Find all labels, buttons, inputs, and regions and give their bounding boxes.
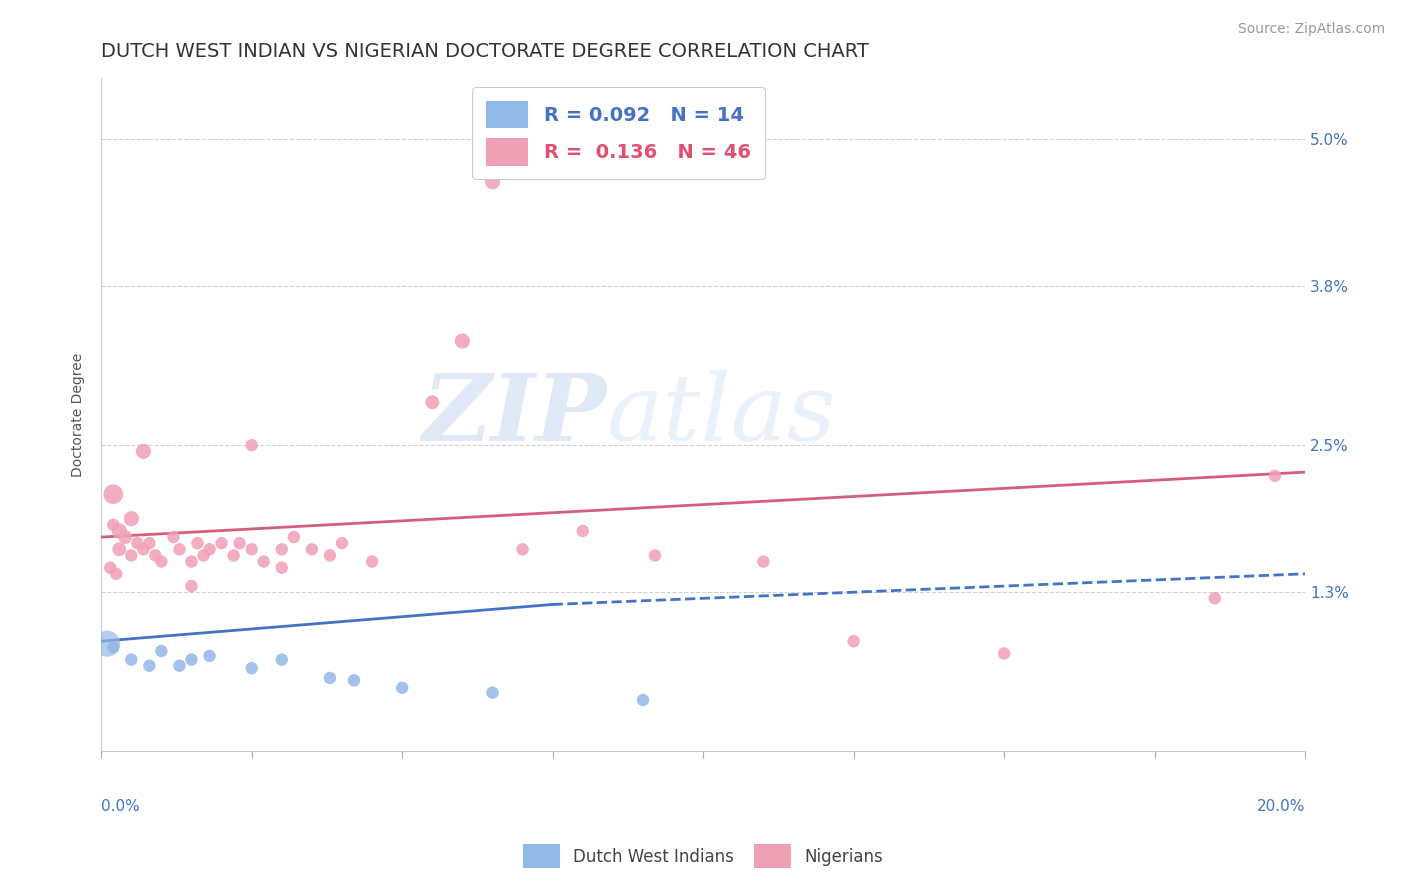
Point xyxy=(330,536,353,550)
Point xyxy=(319,671,342,685)
Point xyxy=(451,334,474,348)
Point xyxy=(842,634,865,648)
Point xyxy=(283,530,305,544)
Point xyxy=(98,560,121,574)
Text: atlas: atlas xyxy=(607,369,837,459)
Point xyxy=(169,542,191,557)
Point xyxy=(481,686,503,700)
Point xyxy=(1204,591,1226,606)
Point xyxy=(571,524,593,538)
Point xyxy=(391,681,413,695)
Point xyxy=(150,644,173,658)
Point xyxy=(114,530,136,544)
Point xyxy=(270,542,292,557)
Point xyxy=(644,549,666,563)
Point xyxy=(108,542,131,557)
Text: ZIP: ZIP xyxy=(423,369,607,459)
Point xyxy=(162,530,184,544)
Point xyxy=(240,438,263,452)
Point xyxy=(1264,468,1286,483)
Point xyxy=(752,555,775,569)
Point xyxy=(361,555,384,569)
Point xyxy=(253,555,276,569)
Point xyxy=(145,549,167,563)
Point xyxy=(270,652,292,666)
Point xyxy=(120,511,142,525)
Point xyxy=(198,542,221,557)
Point xyxy=(240,542,263,557)
Point xyxy=(103,640,125,655)
Point xyxy=(270,560,292,574)
Point xyxy=(186,536,208,550)
Point xyxy=(420,395,443,409)
Point xyxy=(993,647,1015,661)
Point xyxy=(132,542,155,557)
Point xyxy=(193,549,215,563)
Point xyxy=(108,524,131,538)
Point xyxy=(319,549,342,563)
Text: Source: ZipAtlas.com: Source: ZipAtlas.com xyxy=(1237,22,1385,37)
Point xyxy=(138,536,160,550)
Point xyxy=(120,549,142,563)
Point xyxy=(222,549,245,563)
Point xyxy=(211,536,233,550)
Point xyxy=(138,658,160,673)
Point xyxy=(132,444,155,458)
Point xyxy=(169,658,191,673)
Text: DUTCH WEST INDIAN VS NIGERIAN DOCTORATE DEGREE CORRELATION CHART: DUTCH WEST INDIAN VS NIGERIAN DOCTORATE … xyxy=(101,42,869,61)
Point xyxy=(103,487,125,501)
Point xyxy=(631,693,654,707)
Point xyxy=(512,542,534,557)
Point xyxy=(127,536,149,550)
Text: 20.0%: 20.0% xyxy=(1257,798,1305,814)
Point xyxy=(240,661,263,675)
Point xyxy=(228,536,250,550)
Point xyxy=(301,542,323,557)
Text: 0.0%: 0.0% xyxy=(101,798,141,814)
Point xyxy=(103,517,125,532)
Point xyxy=(180,555,202,569)
Y-axis label: Doctorate Degree: Doctorate Degree xyxy=(72,352,86,476)
Point xyxy=(180,579,202,593)
Point xyxy=(120,652,142,666)
Legend: R = 0.092   N = 14, R =  0.136   N = 46: R = 0.092 N = 14, R = 0.136 N = 46 xyxy=(472,87,765,179)
Point xyxy=(96,637,118,651)
Point xyxy=(198,648,221,663)
Point xyxy=(343,673,366,688)
Point xyxy=(105,566,128,581)
Point xyxy=(180,652,202,666)
Legend: Dutch West Indians, Nigerians: Dutch West Indians, Nigerians xyxy=(516,838,890,875)
Point xyxy=(150,555,173,569)
Point xyxy=(481,175,503,189)
